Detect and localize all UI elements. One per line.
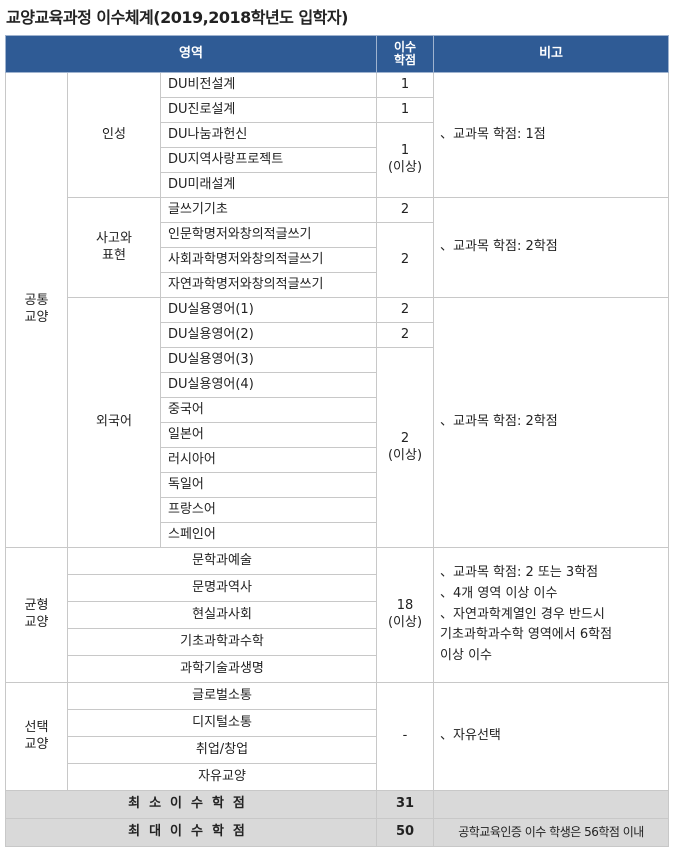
credits: 1 <box>376 72 435 98</box>
area: 취업/창업 <box>66 736 378 764</box>
credits: 2 <box>376 322 435 348</box>
table-row: 균형 교양 문학과예술 18 (이상) 、교과목 학점: 2 또는 3학점 、4… <box>5 547 670 683</box>
table-row: 현실과사회 <box>6 601 669 629</box>
note: 、자유선택 <box>433 682 670 791</box>
table-row: 취업/창업 <box>6 736 669 764</box>
course: 스페인어 <box>159 522 378 548</box>
course: DU진로설계 <box>159 97 378 123</box>
table-row: DU실용영어(4) <box>6 372 669 398</box>
course: DU지역사랑프로젝트 <box>159 147 378 173</box>
course: 자연과학명저와창의적글쓰기 <box>159 272 378 298</box>
course: DU실용영어(3) <box>159 347 378 373</box>
group-balanced: 균형 교양 <box>5 547 68 683</box>
credits: 2 <box>376 197 435 223</box>
course: 사회과학명저와창의적글쓰기 <box>159 247 378 273</box>
course: 인문학명저와창의적글쓰기 <box>159 222 378 248</box>
area: 문학과예술 <box>66 547 378 575</box>
min-credits-row: 최소이수학점 31 <box>4 790 670 819</box>
subgroup-personality: 인성 <box>67 72 161 198</box>
header-credits: 이수 학점 <box>376 35 435 73</box>
table-row: 자유교양 <box>6 763 669 791</box>
area: 현실과사회 <box>66 601 378 629</box>
table-row: 과학기술과생명 <box>6 655 669 683</box>
table-row: 프랑스어 <box>6 497 669 523</box>
min-credits-value: 31 <box>376 790 435 819</box>
table-row: 디지털소통 <box>6 709 669 737</box>
area: 문명과역사 <box>66 574 378 602</box>
table-row: 사회과학명저와창의적글쓰기 <box>6 247 669 273</box>
credits: - <box>376 682 435 791</box>
course: DU실용영어(4) <box>159 372 378 398</box>
credits: 2 <box>376 222 435 298</box>
table-row: DU실용영어(2) 2 <box>6 322 669 348</box>
credits: 18 (이상) <box>376 547 435 683</box>
credits: 1 <box>376 97 435 123</box>
table-row: DU지역사랑프로젝트 <box>6 147 669 173</box>
min-credits-label: 최소이수학점 <box>4 790 378 819</box>
note: 、교과목 학점: 2 또는 3학점 、4개 영역 이상 이수 、자연과학계열인 … <box>433 547 670 683</box>
note: 、교과목 학점: 1점 <box>433 72 670 198</box>
curriculum-table: 영역 이수 학점 비고 공통 교양 인성 DU비전설계 1 、교과목 학점: 1… <box>4 35 670 847</box>
subgroup-language: 외국어 <box>67 297 161 548</box>
table-header: 영역 이수 학점 비고 <box>4 35 670 73</box>
group-elective: 선택 교양 <box>5 682 68 791</box>
table-row: 기초과학과수학 <box>6 628 669 656</box>
credits: 1 (이상) <box>376 122 435 198</box>
course: DU비전설계 <box>159 72 378 98</box>
course: 러시아어 <box>159 447 378 473</box>
note: 、교과목 학점: 2학점 <box>433 297 670 548</box>
course: 프랑스어 <box>159 497 378 523</box>
table-row: DU실용영어(3) 2 (이상) <box>6 347 669 548</box>
table-row: 자연과학명저와창의적글쓰기 <box>6 272 669 298</box>
course: DU실용영어(1) <box>159 297 378 323</box>
table-row: 사고와 표현 글쓰기기초 2 、교과목 학점: 2학점 <box>6 197 670 298</box>
group-common: 공통 교양 <box>5 72 68 548</box>
area: 디지털소통 <box>66 709 378 737</box>
course: DU미래설계 <box>159 172 378 198</box>
course: DU나눔과헌신 <box>159 122 378 148</box>
table-row: DU나눔과헌신 1 (이상) <box>6 122 669 198</box>
area: 자유교양 <box>66 763 378 791</box>
max-credits-row: 최대이수학점 50 공학교육인증 이수 학생은 56학점 이내 <box>4 818 670 847</box>
table-row: DU미래설계 <box>6 172 669 198</box>
header-note: 비고 <box>433 35 670 73</box>
max-credits-label: 최대이수학점 <box>4 818 378 847</box>
max-credits-value: 50 <box>376 818 435 847</box>
table-row: 선택 교양 글로벌소통 - 、자유선택 <box>5 682 670 791</box>
course: 독일어 <box>159 472 378 498</box>
course: DU실용영어(2) <box>159 322 378 348</box>
subgroup-thinking: 사고와 표현 <box>67 197 161 298</box>
table-row: 공통 교양 인성 DU비전설계 1 、교과목 학점: 1점 <box>5 72 670 548</box>
page-title: 교양교육과정 이수체계(2019,2018학년도 입학자) <box>6 8 348 27</box>
table-row: 인문학명저와창의적글쓰기 2 <box>6 222 669 298</box>
credits: 2 (이상) <box>376 347 435 548</box>
max-credits-note: 공학교육인증 이수 학생은 56학점 이내 <box>433 818 670 847</box>
course: 글쓰기기초 <box>159 197 378 223</box>
credits: 2 <box>376 297 435 323</box>
course: 일본어 <box>159 422 378 448</box>
area: 과학기술과생명 <box>66 655 378 683</box>
min-credits-note <box>433 790 670 819</box>
course: 중국어 <box>159 397 378 423</box>
header-area: 영역 <box>4 35 378 73</box>
table-row: 외국어 DU실용영어(1) 2 、교과목 학점: 2학점 <box>6 297 670 548</box>
table-row: DU진로설계 1 <box>6 97 669 123</box>
table-row: 러시아어 <box>6 447 669 473</box>
table-row: 스페인어 <box>6 522 669 548</box>
area: 글로벌소통 <box>66 682 378 710</box>
table-row: 독일어 <box>6 472 669 498</box>
area: 기초과학과수학 <box>66 628 378 656</box>
note: 、교과목 학점: 2학점 <box>433 197 670 298</box>
